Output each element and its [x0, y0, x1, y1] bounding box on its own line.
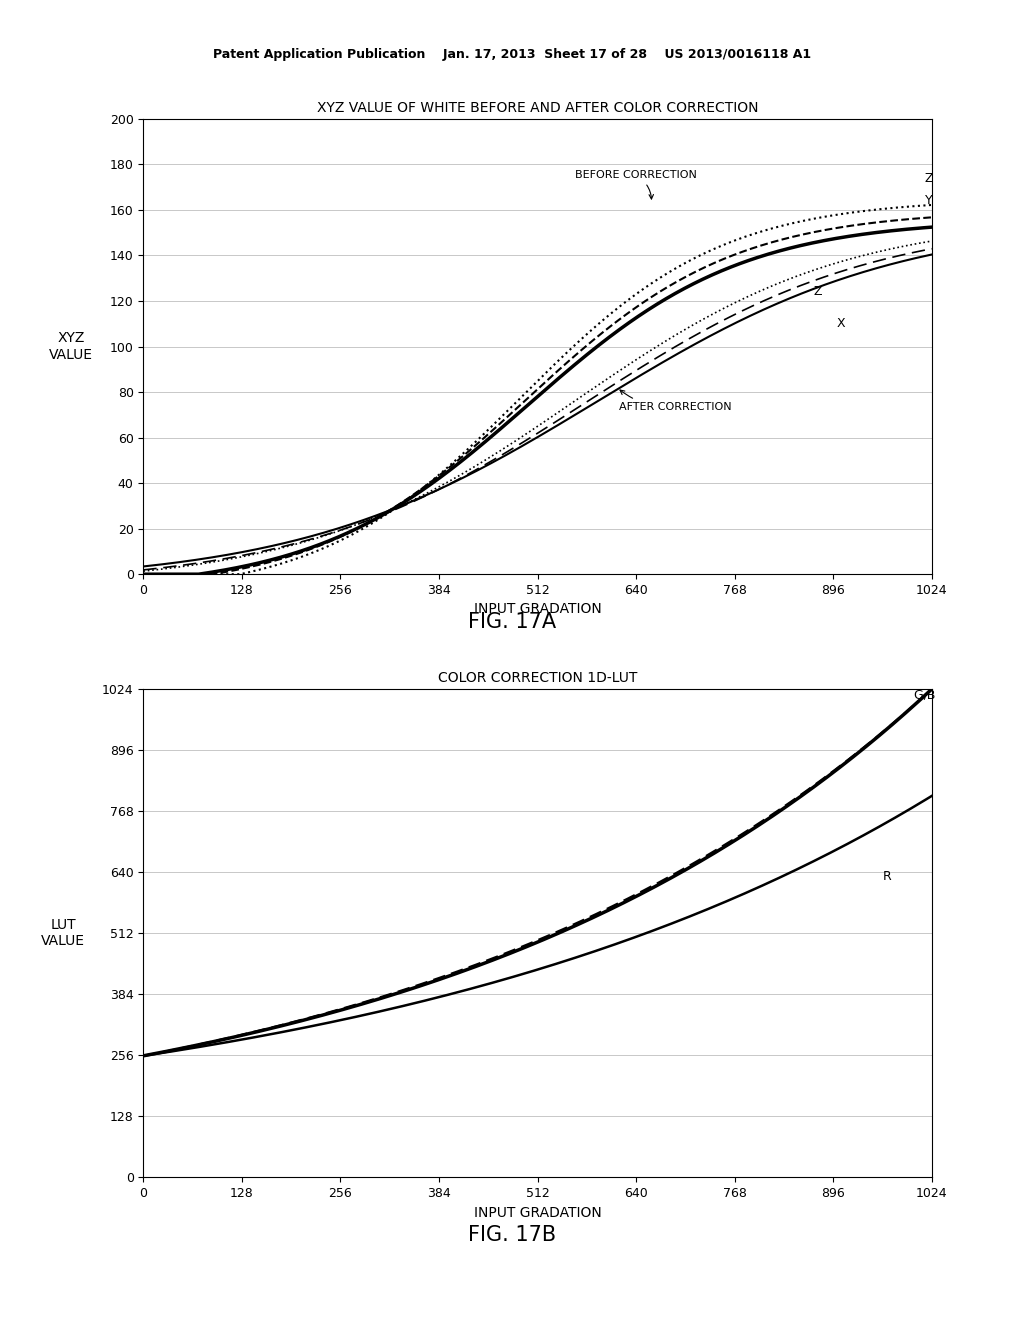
Text: BEFORE CORRECTION: BEFORE CORRECTION	[574, 170, 696, 199]
Text: FIG. 17A: FIG. 17A	[468, 612, 556, 632]
Y-axis label: XYZ
VALUE: XYZ VALUE	[49, 331, 93, 362]
Text: Z: Z	[925, 172, 934, 185]
Text: Z: Z	[813, 285, 821, 298]
X-axis label: INPUT GRADATION: INPUT GRADATION	[474, 602, 601, 616]
Text: R: R	[883, 870, 891, 883]
Text: Y: Y	[925, 194, 933, 207]
Text: Patent Application Publication    Jan. 17, 2013  Sheet 17 of 28    US 2013/00161: Patent Application Publication Jan. 17, …	[213, 48, 811, 61]
Text: FIG. 17B: FIG. 17B	[468, 1225, 556, 1245]
Text: G,B: G,B	[913, 689, 936, 702]
Title: COLOR CORRECTION 1D-LUT: COLOR CORRECTION 1D-LUT	[438, 671, 637, 685]
Y-axis label: LUT
VALUE: LUT VALUE	[41, 919, 85, 948]
Text: X: X	[837, 317, 845, 330]
X-axis label: INPUT GRADATION: INPUT GRADATION	[474, 1205, 601, 1220]
Title: XYZ VALUE OF WHITE BEFORE AND AFTER COLOR CORRECTION: XYZ VALUE OF WHITE BEFORE AND AFTER COLO…	[316, 100, 759, 115]
Text: AFTER CORRECTION: AFTER CORRECTION	[620, 389, 732, 412]
